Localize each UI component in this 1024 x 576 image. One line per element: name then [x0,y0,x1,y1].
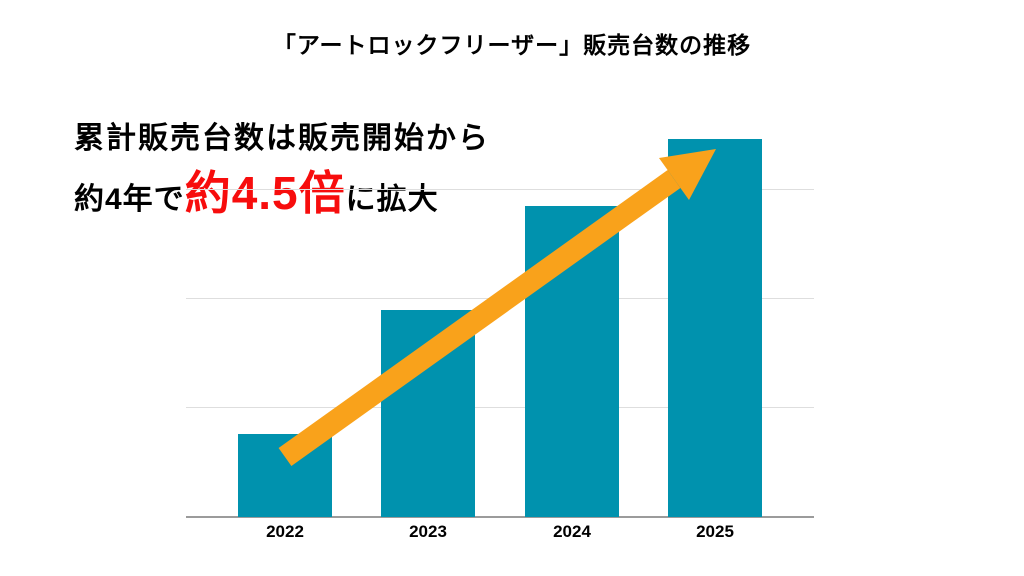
annotation-line2-prefix: 約4年で [74,183,185,216]
x-tick-label-2024: 2024 [553,522,591,541]
bar-2025 [668,139,762,517]
x-tick-label-2022: 2022 [266,522,304,541]
page-title: 「アートロックフリーザー」販売台数の推移 [272,32,752,58]
bar-chart-plot-area: 2022 2023 2024 2025 [186,81,814,541]
bar-2024 [525,206,619,517]
annotation-line1: 累計販売台数は販売開始から [74,122,490,155]
bar-2023 [381,310,475,517]
x-tick-label-2023: 2023 [409,522,447,541]
x-axis-line [186,516,814,518]
bar-2022 [238,434,332,517]
x-tick-label-2025: 2025 [696,522,734,541]
